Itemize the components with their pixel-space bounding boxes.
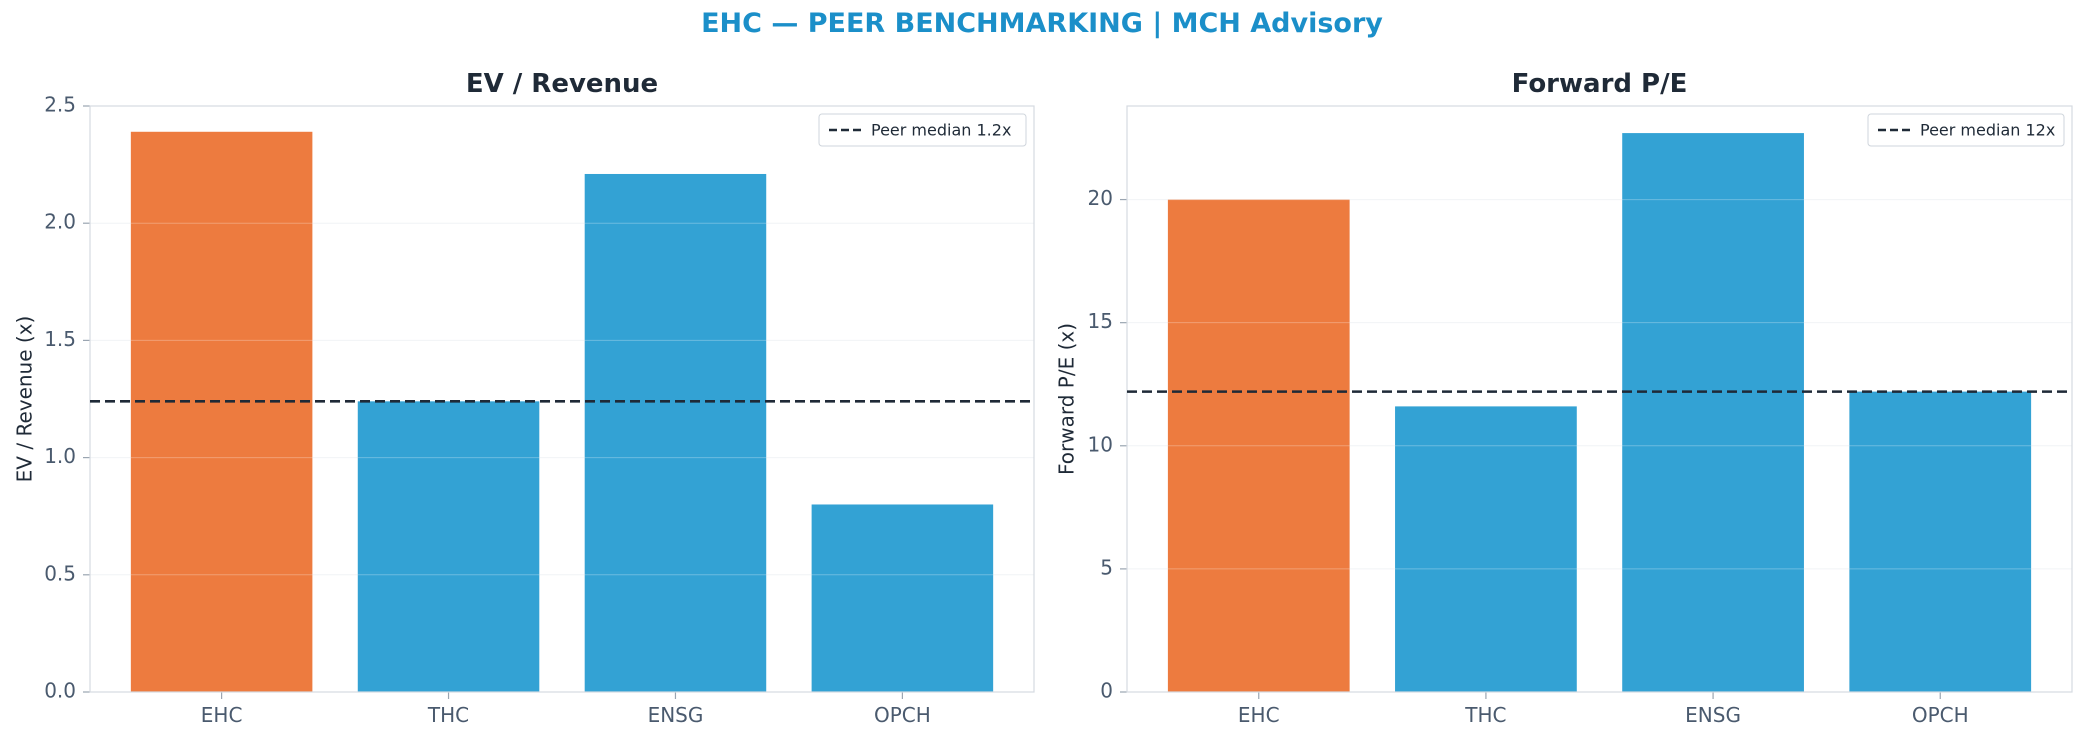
ev-revenue-y-tick-label: 2.5 (44, 93, 76, 117)
ev-revenue-y-axis-label: EV / Revenue (x) (13, 316, 37, 483)
forward-pe-chart: Forward P/E Forward P/E (x) 0 5 10 15 20 EHC T… (1055, 69, 2073, 727)
figure-title: EHC — PEER BENCHMARKING | MCH Advisory (701, 8, 1383, 39)
ev-revenue-y-tick-label: 0.5 (44, 561, 76, 585)
forward-pe-y-tick-label: 20 (1088, 186, 1113, 210)
ev-revenue-x-tick-label: OPCH (874, 703, 931, 727)
forward-pe-y-tick-label: 5 (1100, 555, 1113, 579)
forward-pe-bar-ensg (1622, 133, 1804, 692)
forward-pe-x-tick-label: OPCH (1912, 703, 1969, 727)
ev-revenue-x-tick-label: EHC (201, 703, 243, 727)
ev-revenue-bar-opch (811, 504, 994, 692)
forward-pe-chart-title: Forward P/E (1512, 69, 1688, 99)
ev-revenue-bar-ehc (130, 131, 313, 692)
forward-pe-legend-box (1867, 113, 2065, 147)
ev-revenue-y-tick-label: 0.0 (44, 679, 76, 703)
forward-pe-bar-ehc (1167, 199, 1350, 692)
ev-revenue-bars (130, 131, 994, 692)
ev-revenue-chart: EV / Revenue EV / Revenue (x) 0.0 0.5 1.0 1… (13, 69, 1035, 727)
forward-pe-x-tick-label: THC (1464, 703, 1506, 727)
forward-pe-legend: Peer median 12x (1867, 113, 2065, 147)
forward-pe-y-tick-label: 15 (1088, 309, 1113, 333)
forward-pe-bar-thc (1395, 406, 1577, 692)
ev-revenue-legend: Peer median 1.2x (818, 113, 1027, 147)
forward-pe-bar-opch (1849, 391, 2032, 692)
forward-pe-x-tick-label: EHC (1238, 703, 1280, 727)
ev-revenue-x-tick-label: ENSG (648, 703, 704, 727)
ev-revenue-chart-title: EV / Revenue (466, 69, 658, 99)
forward-pe-y-tick-label: 0 (1100, 679, 1113, 703)
ev-revenue-x-tick-label: THC (427, 703, 469, 727)
forward-pe-plot-frame (1126, 105, 2073, 693)
ev-revenue-y-tick-label: 2.0 (44, 210, 76, 234)
ev-revenue-bar-ensg (584, 173, 767, 692)
ev-revenue-y-tick-label: 1.5 (44, 327, 76, 351)
ev-revenue-y-tick-label: 1.0 (44, 444, 76, 468)
forward-pe-bars (1167, 133, 2032, 692)
forward-pe-x-tick-label: ENSG (1685, 703, 1741, 727)
ev-revenue-legend-label: Peer median 1.2x (871, 121, 1011, 140)
forward-pe-y-tick-label: 10 (1088, 432, 1113, 456)
forward-pe-bar-gridlines (1127, 199, 2072, 570)
ev-revenue-legend-box (818, 113, 1027, 147)
ev-revenue-bar-thc (357, 401, 540, 692)
forward-pe-legend-label: Peer median 12x (1920, 121, 2055, 140)
ev-revenue-plot-frame (89, 105, 1035, 693)
forward-pe-y-axis-label: Forward P/E (x) (1055, 323, 1079, 475)
